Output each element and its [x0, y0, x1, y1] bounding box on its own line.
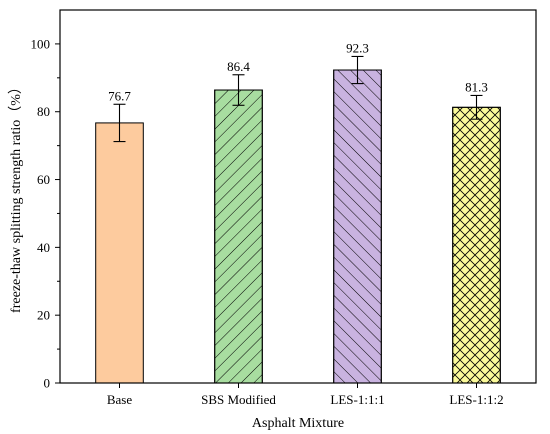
x-axis-title: Asphalt Mixture	[252, 416, 344, 431]
bar-pattern-3	[452, 106, 501, 384]
x-tick-label-0: Base	[107, 392, 133, 407]
data-label-2: 92.3	[346, 40, 369, 55]
y-axis-title: freeze-thaw splitting strength ratio（%）	[8, 80, 24, 313]
data-labels-group: 76.7 86.4 92.3 81.3	[108, 40, 488, 103]
y-tick-label-5: 100	[31, 36, 51, 51]
bar-pattern-2	[333, 69, 382, 384]
x-tick-label-2: LES-1:1:1	[330, 392, 384, 407]
y-tick-label-4: 80	[37, 104, 50, 119]
y-tick-label-3: 60	[37, 172, 50, 187]
x-tick-label-1: SBS Modified	[201, 392, 276, 407]
error-bars-group	[113, 55, 483, 143]
y-tick-label-2: 40	[37, 240, 50, 255]
data-label-3: 81.3	[465, 79, 488, 94]
error-bar-2	[351, 55, 364, 85]
plot-frame	[59, 9, 537, 384]
bars-group	[95, 69, 501, 384]
error-bar-1	[232, 74, 245, 106]
error-bar-0	[113, 103, 126, 143]
bar-pattern-1	[214, 89, 263, 384]
y-tick-label-1: 20	[37, 308, 50, 323]
error-bar-3	[470, 94, 483, 120]
bar-0	[95, 122, 144, 384]
y-axis-ticks: 0 20 40 60 80 100	[31, 36, 60, 391]
x-axis-ticks: Base SBS Modified LES-1:1:1 LES-1:1:2	[107, 383, 504, 407]
y-tick-label-0: 0	[44, 376, 51, 391]
data-label-1: 86.4	[227, 59, 250, 74]
data-label-0: 76.7	[108, 88, 131, 103]
x-tick-label-3: LES-1:1:2	[449, 392, 503, 407]
